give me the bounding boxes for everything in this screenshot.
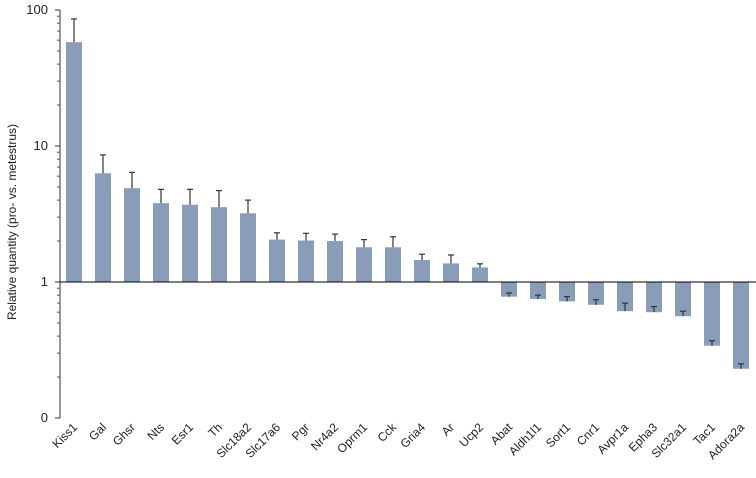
bar-cnr1 [588,282,604,305]
bar-esr1 [182,204,198,282]
y-axis-title: Relative quantity (pro- vs. metestrus) [5,124,19,320]
bars-layer [66,42,749,369]
x-tick-label: Gal [86,420,109,443]
y-tick-label: 100 [26,2,48,17]
x-tick-label: Cck [375,420,400,445]
bar-ghsr [124,188,140,282]
bar-ucp2 [472,267,488,282]
bar-slc32a1 [675,282,691,317]
bar-tac1 [704,282,720,346]
bar-slc17a6 [269,239,285,282]
x-tick-label: Kiss1 [49,420,80,451]
x-tick-label: Ghsr [110,420,138,448]
bar-ar [443,263,459,282]
x-tick-label: Nts [144,420,167,443]
bar-slc18a2 [240,213,256,282]
error-bars-layer [71,18,744,369]
y-tick-label: 0 [41,410,48,425]
x-tick-label: Sort1 [543,420,573,450]
y-tick-label: 1 [41,274,48,289]
y-tick-label: 10 [34,138,48,153]
x-tick-label: Ucp2 [456,420,486,450]
bar-epha3 [646,282,662,313]
bar-cck [385,247,401,282]
x-tick-label: Oprm1 [334,420,370,456]
bar-gal [95,173,111,282]
bar-gria4 [414,260,430,282]
x-tick-label: Ar [439,420,457,438]
bar-th [211,207,227,282]
bar-sort1 [559,282,575,302]
x-tick-label: Pgr [289,420,312,443]
bar-oprm1 [356,247,372,282]
bar-adora2a [733,282,749,369]
bar-avpr1a [617,282,633,312]
bar-pgr [298,240,314,282]
x-tick-label: Aldh1l1 [506,420,544,458]
bar-aldh1l1 [530,282,546,299]
x-tick-label: Gria4 [397,420,428,451]
x-tick-label: Avpr1a [594,420,631,457]
bar-abat [501,282,517,297]
bar-kiss1 [66,42,82,282]
x-tick-label: Esr1 [169,420,197,448]
x-tick-label: Th [205,420,225,440]
bar-nts [153,203,169,282]
bar-nr4a2 [327,241,343,282]
